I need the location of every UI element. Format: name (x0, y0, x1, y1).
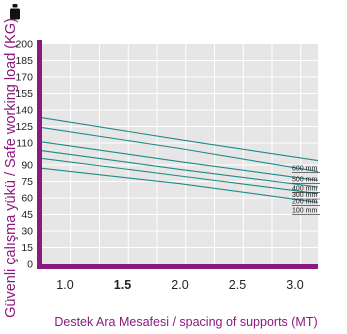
grid (42, 44, 318, 264)
y-tick-label: 170 (15, 72, 33, 84)
x-axis-line (37, 264, 318, 269)
series-line (41, 127, 319, 173)
y-tick-label: 60 (21, 193, 33, 205)
x-tick-label: 3.0 (286, 278, 303, 292)
series-lines (41, 117, 319, 203)
x-tick-label: 1.5 (114, 278, 131, 292)
weight-icon (10, 4, 20, 20)
y-tick-label: 185 (15, 55, 33, 67)
y-axis-title: Güvenli çalışma yükü / Safe working load… (3, 18, 19, 318)
y-tick-label: 140 (15, 105, 33, 117)
series-line (41, 150, 319, 188)
x-tick-label: 2.0 (171, 278, 188, 292)
y-tick-label: 125 (15, 121, 33, 133)
x-axis-title: Destek Ara Mesafesi / spacing of support… (54, 315, 317, 329)
y-tick-label: 75 (21, 176, 33, 188)
series-label: 600 mm (292, 166, 317, 173)
series-label: 200 mm (292, 199, 317, 206)
x-tick-label: 1.0 (56, 278, 73, 292)
axes (37, 40, 318, 269)
x-tick-label: 2.5 (229, 278, 246, 292)
y-axis-line (37, 40, 42, 269)
series-line (41, 157, 319, 195)
series-label: 400 mm (292, 185, 317, 192)
series-line (41, 141, 319, 181)
y-tick-label: 30 (21, 226, 33, 238)
y-tick-label: 0 (27, 259, 33, 271)
series-line (41, 117, 319, 162)
y-tick-label: 110 (16, 138, 33, 150)
y-tick-label: 45 (21, 209, 33, 221)
y-tick-label: 15 (21, 242, 33, 254)
series-label: 500 mm (292, 177, 317, 184)
y-tick-labels: 0 15 30 45 60 75 90 110 125 140 155 170 185 200 (15, 39, 33, 271)
y-tick-label: 155 (15, 88, 33, 100)
series-label: 300 mm (292, 192, 317, 199)
y-tick-label: 200 (15, 39, 33, 51)
series-label: 100 mm (292, 207, 317, 214)
y-tick-label: 90 (21, 160, 33, 172)
series-line (41, 167, 319, 203)
x-tick-labels: 1.0 1.5 2.0 2.5 3.0 (56, 278, 303, 292)
